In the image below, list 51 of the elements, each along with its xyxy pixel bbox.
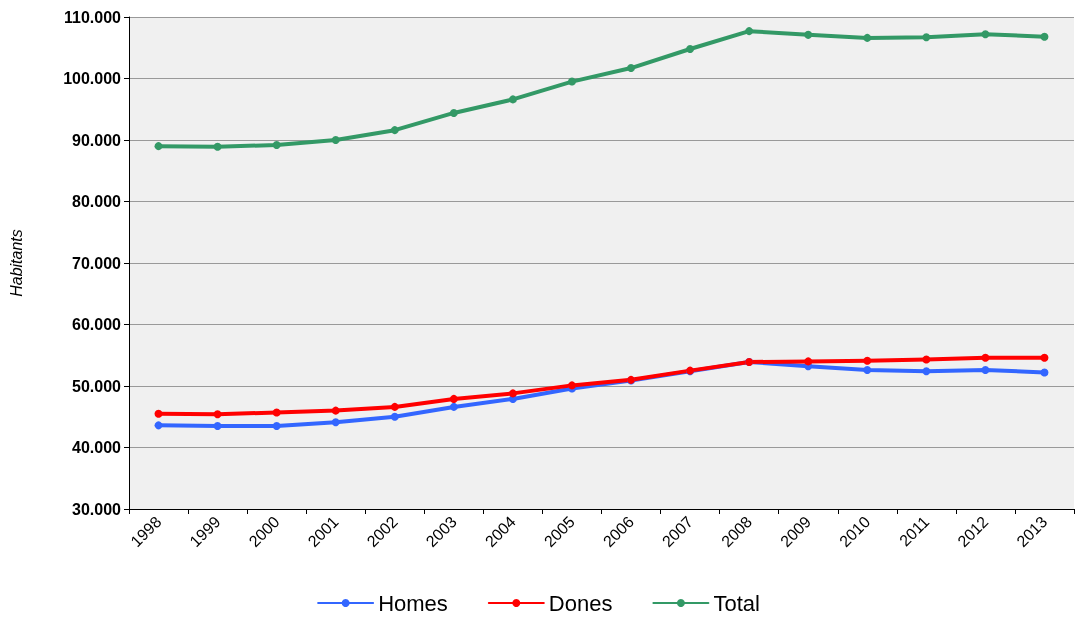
y-tick-label: 70.000: [72, 254, 122, 272]
point: [981, 366, 990, 375]
legend-label: Total: [713, 590, 760, 616]
y-tick-label: 90.000: [72, 131, 122, 149]
point: [390, 412, 399, 421]
y-tick-label: 50.000: [72, 377, 122, 395]
y-axis-title: Habitants: [7, 229, 25, 297]
point: [331, 136, 340, 144]
point: [686, 44, 695, 53]
y-tick-label: 40.000: [72, 439, 122, 456]
point: [154, 142, 163, 151]
point: [981, 353, 990, 362]
y-tick-label: 30.000: [72, 500, 122, 518]
point: [213, 142, 222, 151]
legend-label: Dones: [548, 590, 613, 616]
point: [449, 402, 458, 411]
point: [863, 366, 872, 375]
point: [627, 64, 636, 73]
point: [863, 33, 872, 42]
point: [213, 421, 222, 430]
point: [863, 356, 872, 365]
point: [213, 410, 222, 419]
point: [508, 95, 517, 104]
point: [154, 409, 163, 418]
point: [804, 30, 813, 39]
point: [272, 140, 281, 149]
y-tick-label: 100.000: [63, 70, 122, 87]
point: [272, 408, 281, 417]
point: [449, 108, 458, 117]
y-tick-label: 60.000: [72, 316, 122, 333]
point: [1040, 353, 1049, 362]
point: [567, 77, 576, 86]
point: [508, 389, 517, 398]
point: [331, 418, 340, 427]
point: [154, 421, 163, 430]
point: [1040, 368, 1049, 377]
point: [981, 30, 990, 39]
point: [390, 402, 399, 411]
point: [1040, 32, 1049, 41]
y-tick-label: 110.000: [64, 8, 122, 26]
point: [449, 394, 458, 403]
point: [331, 406, 340, 415]
point: [922, 355, 931, 364]
legend-label: Homes: [378, 590, 448, 616]
point: [272, 421, 281, 430]
point: [804, 357, 813, 366]
y-tick-label: 80.000: [72, 193, 122, 210]
point: [745, 27, 754, 36]
point: [922, 367, 931, 376]
point: [922, 33, 931, 42]
point: [390, 126, 399, 135]
